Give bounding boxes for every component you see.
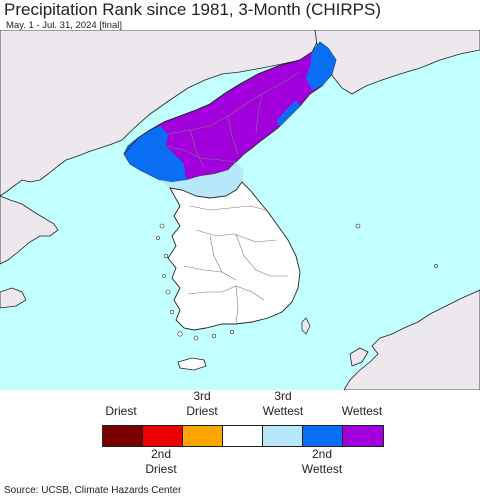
japan-land — [343, 289, 480, 390]
shandong-land — [0, 287, 27, 309]
jeju-island — [177, 357, 207, 371]
swatch-3rd-wettest — [263, 426, 303, 446]
legend-label-3rd-driest: 3rd Driest — [186, 389, 218, 418]
nk-northeast-2nd-wettest — [306, 42, 336, 90]
nk-china-border — [123, 59, 301, 155]
swatch-normal — [223, 426, 263, 446]
legend-label-wettest: Wettest — [341, 404, 383, 418]
precipitation-rank-map — [0, 30, 480, 390]
japan-island-west — [349, 347, 369, 367]
tsushima-island — [301, 317, 311, 335]
west-coast-islands — [156, 223, 234, 341]
date-range: May. 1 - Jul. 31, 2024 [final] — [6, 20, 122, 31]
nk-south-3rd-wettest — [160, 162, 244, 198]
legend-label-3rd-wettest: 3rd Wettest — [262, 389, 304, 418]
swatch-2nd-wettest — [303, 426, 343, 446]
legend-label-2nd-wettest: 2nd Wettest — [301, 447, 343, 476]
page-title: Precipitation Rank since 1981, 3-Month (… — [4, 0, 381, 19]
south-korea-land — [167, 181, 301, 331]
liaodong-land — [0, 195, 59, 265]
east-islands — [355, 223, 438, 268]
swatch-wettest — [343, 426, 383, 446]
source-credit: Source: UCSB, Climate Hazards Center — [4, 485, 182, 496]
nk-eastcoast-2nd-wettest — [276, 100, 300, 126]
province-borders — [165, 71, 301, 325]
china-land — [0, 30, 319, 197]
swatch-driest — [103, 426, 143, 446]
swatch-3rd-driest — [183, 426, 223, 446]
legend-label-driest: Driest — [105, 404, 137, 418]
legend-label-2nd-driest: 2nd Driest — [145, 447, 177, 476]
swatch-2nd-driest — [143, 426, 183, 446]
legend-color-bar — [102, 425, 384, 447]
nk-west-2nd-wettest — [124, 126, 186, 182]
